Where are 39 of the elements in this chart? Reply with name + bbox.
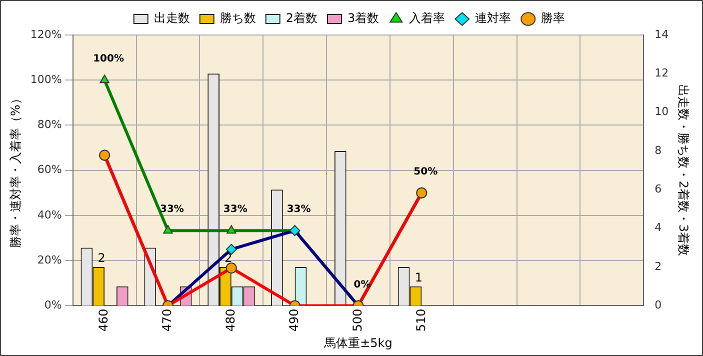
x-tick-label: 480	[224, 308, 238, 332]
legend-label: 2着数	[286, 11, 318, 26]
y-tick-label: 60%	[37, 163, 62, 176]
y-tick-label: 80%	[37, 118, 62, 132]
y-tick-label: 20%	[37, 253, 62, 266]
y2-tick-label: 10	[654, 105, 669, 118]
legend-label: 勝率	[541, 11, 566, 26]
y2-axis-title: 出走数・勝ち数・2着数・3着数	[676, 84, 691, 256]
data-label: 33%	[223, 204, 248, 216]
x-tick-label: 500	[350, 308, 364, 332]
legend-label: 勝ち数	[220, 11, 256, 26]
y-tick-label: 0%	[44, 298, 62, 312]
x-tick-label: 470	[160, 308, 174, 332]
x-tick-label: 460	[96, 308, 111, 332]
y-tick-label: 40%	[37, 208, 62, 222]
y-tick-label: 100%	[30, 72, 62, 86]
data-label: 33%	[160, 204, 184, 216]
data-label: 2	[98, 251, 106, 266]
y-tick-label: 120%	[30, 28, 62, 41]
data-label: 2	[224, 251, 232, 266]
y-axis-title: 勝率・連対率・入着率（%）	[8, 92, 22, 248]
y2-tick-label: 6	[654, 182, 662, 196]
data-label: 50%	[414, 166, 438, 178]
data-label: 100%	[93, 54, 124, 65]
y2-tick-label: 4	[654, 221, 662, 234]
y2-tick-label: 0	[654, 298, 662, 312]
data-label: 1	[414, 270, 423, 284]
y2-tick-label: 14	[654, 28, 669, 41]
y2-tick-label: 8	[654, 144, 662, 157]
x-tick-label: 490	[286, 308, 301, 332]
legend-label: 連対率	[475, 11, 512, 26]
x-tick-label: 510	[414, 308, 428, 332]
legend-label: 出走数	[154, 11, 190, 26]
data-label: 33%	[286, 204, 311, 216]
legend-label: 入着率	[409, 11, 446, 26]
y2-tick-label: 12	[654, 66, 669, 80]
y2-tick-label: 2	[654, 260, 662, 273]
x-axis-title: 馬体重±5kg	[323, 336, 392, 350]
legend-label: 3着数	[348, 11, 380, 26]
